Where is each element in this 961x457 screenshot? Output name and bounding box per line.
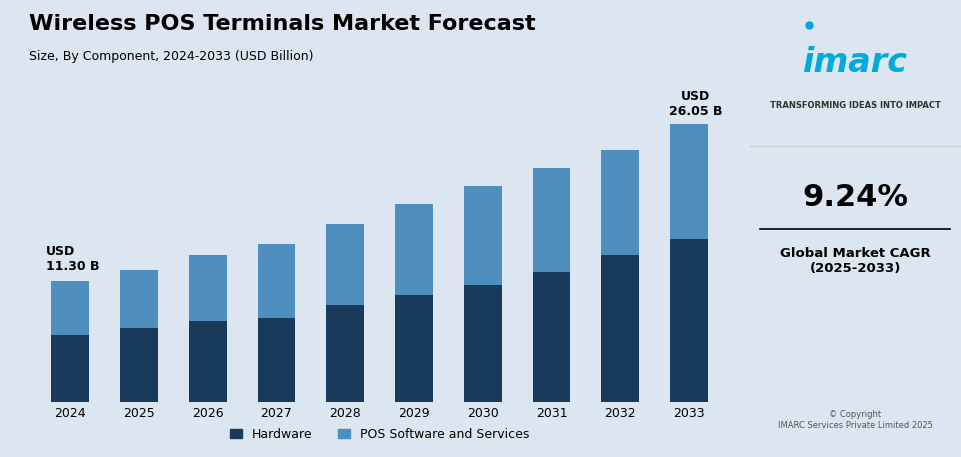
Legend: Hardware, POS Software and Services: Hardware, POS Software and Services	[225, 423, 534, 446]
Bar	[464, 285, 502, 402]
Bar	[670, 239, 708, 402]
Text: Global Market CAGR
(2025-2033): Global Market CAGR (2025-2033)	[780, 247, 930, 275]
Text: Wireless POS Terminals Market Forecast: Wireless POS Terminals Market Forecast	[29, 14, 535, 34]
Bar	[258, 244, 295, 318]
Bar	[602, 255, 639, 402]
Bar	[532, 272, 571, 402]
Bar	[51, 335, 89, 402]
Text: USD
11.30 B: USD 11.30 B	[46, 245, 100, 273]
Bar	[395, 204, 432, 295]
Bar	[51, 282, 89, 335]
Text: © Copyright
IMARC Services Private Limited 2025: © Copyright IMARC Services Private Limit…	[777, 410, 933, 430]
Bar	[188, 321, 227, 402]
Bar	[120, 329, 158, 402]
Bar	[327, 305, 364, 402]
Bar	[395, 295, 432, 402]
Bar	[670, 124, 708, 239]
Bar	[464, 186, 502, 285]
Bar	[120, 270, 158, 329]
Bar	[188, 255, 227, 321]
Bar	[327, 223, 364, 305]
Text: TRANSFORMING IDEAS INTO IMPACT: TRANSFORMING IDEAS INTO IMPACT	[770, 101, 941, 110]
Bar	[602, 150, 639, 255]
Text: Size, By Component, 2024-2033 (USD Billion): Size, By Component, 2024-2033 (USD Billi…	[29, 50, 313, 63]
Text: 9.24%: 9.24%	[802, 183, 908, 212]
Bar	[258, 318, 295, 402]
Text: imarc: imarc	[802, 46, 908, 79]
Text: USD
26.05 B: USD 26.05 B	[669, 90, 723, 118]
Bar	[532, 168, 571, 272]
